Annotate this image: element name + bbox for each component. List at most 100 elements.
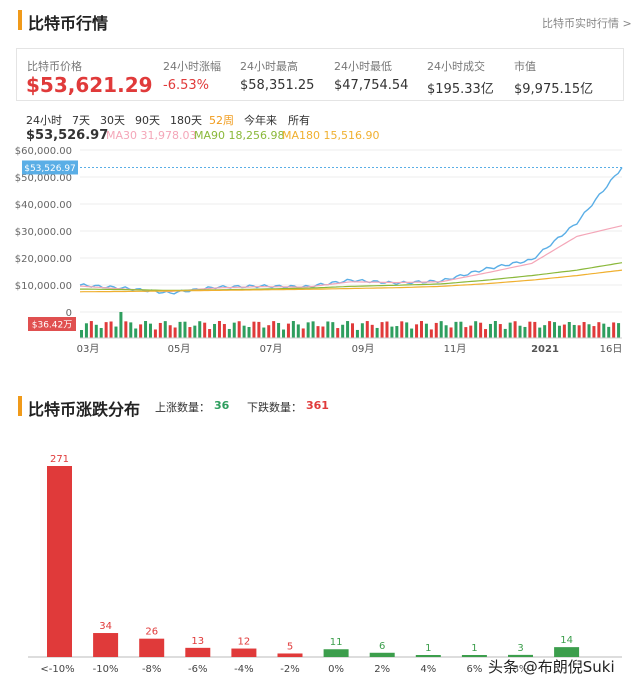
volume-bar xyxy=(424,323,428,338)
stat-value-volume: $195.33亿 xyxy=(427,82,494,97)
ma90-readout: MA90 18,256.98 xyxy=(194,129,285,142)
tab-30d[interactable]: 30天 xyxy=(100,114,125,127)
volume-bar xyxy=(291,321,295,338)
volume-bar xyxy=(429,329,433,338)
distribution-value-label: 26 xyxy=(145,627,158,638)
tab-ytd[interactable]: 今年来 xyxy=(244,114,277,127)
volume-bar xyxy=(577,325,581,338)
volume-marker-label: $36.42万 xyxy=(32,321,73,331)
current-price-marker-label: $53,526.97 xyxy=(24,164,76,174)
stat-label-change: 24小时涨幅 xyxy=(163,60,221,73)
volume-bar xyxy=(557,325,561,338)
price-x-tick: 05月 xyxy=(168,343,191,355)
volume-bar xyxy=(178,321,182,338)
volume-bar xyxy=(528,321,532,338)
volume-bar xyxy=(375,327,379,338)
volume-bar xyxy=(109,321,113,338)
distribution-bar xyxy=(139,638,165,657)
distribution-x-tick: 2% xyxy=(374,664,390,675)
distribution-bar xyxy=(369,652,395,657)
volume-bar xyxy=(493,321,497,338)
volume-bar xyxy=(410,328,414,338)
distribution-title: 比特币涨跌分布 xyxy=(28,400,141,419)
distribution-value-label: 12 xyxy=(238,637,251,648)
volume-bar xyxy=(257,321,261,338)
stat-label-high: 24小时最高 xyxy=(240,60,298,73)
volume-bar xyxy=(415,324,419,338)
stat-value-price: $53,621.29 xyxy=(26,73,153,97)
volume-bar xyxy=(311,321,315,338)
tab-all[interactable]: 所有 xyxy=(288,114,310,127)
distribution-bar xyxy=(277,653,303,657)
stats-card: 比特币价格 $53,621.29 24小时涨幅 -6.53% 24小时最高 $5… xyxy=(16,48,624,101)
distribution-value-label: 3 xyxy=(517,643,523,654)
volume-bar xyxy=(99,327,103,338)
volume-bar xyxy=(533,321,537,338)
price-series-line xyxy=(80,262,623,291)
stat-value-low: $47,754.54 xyxy=(334,78,409,93)
tab-7d[interactable]: 7天 xyxy=(72,114,90,127)
volume-bar xyxy=(385,321,389,338)
volume-bar xyxy=(449,327,453,338)
distribution-x-tick: -4% xyxy=(234,664,253,675)
volume-bar xyxy=(119,312,123,338)
volume-bar xyxy=(572,324,576,338)
volume-bar xyxy=(380,322,384,338)
volume-bar xyxy=(198,321,202,338)
tab-90d[interactable]: 90天 xyxy=(135,114,160,127)
volume-bar xyxy=(351,323,354,338)
distribution-bar xyxy=(93,633,119,657)
volume-bar xyxy=(237,321,241,338)
volume-bar xyxy=(597,322,601,338)
volume-bar xyxy=(562,324,566,338)
volume-bar xyxy=(80,330,83,338)
volume-bar xyxy=(488,323,492,338)
distribution-value-label: 14 xyxy=(560,635,573,646)
down-count-label: 下跌数量： xyxy=(247,401,302,414)
tab-180d[interactable]: 180天 xyxy=(170,114,202,127)
current-price-marker xyxy=(22,160,78,175)
volume-bar xyxy=(227,328,231,338)
volume-bar xyxy=(183,321,187,338)
volume-bar xyxy=(538,327,542,338)
distribution-x-tick: 0% xyxy=(328,664,344,675)
price-chart[interactable]: $60,000.00 $50,000.00 $40,000.00 $30,000.00… xyxy=(0,140,640,360)
stat-value-high: $58,351.25 xyxy=(240,78,315,93)
distribution-value-label: 1 xyxy=(471,643,477,654)
volume-bar xyxy=(272,321,276,338)
volume-bar xyxy=(434,322,438,338)
price-y-tick: $40,000.00 xyxy=(15,200,72,211)
volume-bar xyxy=(518,325,522,338)
volume-bar xyxy=(602,323,606,338)
volume-bar xyxy=(498,324,502,338)
distribution-x-tick: 6% xyxy=(466,664,482,675)
volume-bar xyxy=(306,322,310,338)
volume-bar xyxy=(523,326,527,338)
volume-bar xyxy=(262,327,266,338)
price-x-tick: 03月 xyxy=(77,343,100,355)
volume-bar xyxy=(444,325,448,338)
tab-52w[interactable]: 52周 xyxy=(209,114,234,127)
distribution-value-label: 34 xyxy=(99,621,112,632)
price-x-tick: 07月 xyxy=(260,343,283,355)
distribution-value-label: 13 xyxy=(191,636,204,647)
volume-bar xyxy=(400,321,404,338)
volume-bar xyxy=(124,321,128,338)
down-count: 361 xyxy=(306,399,329,412)
tab-24h[interactable]: 24小时 xyxy=(26,114,62,127)
price-y-tick: $30,000.00 xyxy=(15,227,72,238)
distribution-x-tick: 4% xyxy=(420,664,436,675)
volume-bar xyxy=(592,326,596,338)
volume-bar xyxy=(355,329,359,338)
volume-bar xyxy=(104,322,108,338)
volume-bar xyxy=(232,322,236,338)
price-x-tick: 09月 xyxy=(352,343,375,355)
distribution-bar xyxy=(231,648,257,657)
distribution-bar xyxy=(47,466,72,657)
volume-bar xyxy=(321,326,325,338)
realtime-quote-link[interactable]: 比特币实时行情 > xyxy=(542,17,632,30)
price-y-tick: $10,000.00 xyxy=(15,281,72,292)
volume-bar xyxy=(129,322,133,338)
stat-value-market-cap: $9,975.15亿 xyxy=(514,82,594,97)
